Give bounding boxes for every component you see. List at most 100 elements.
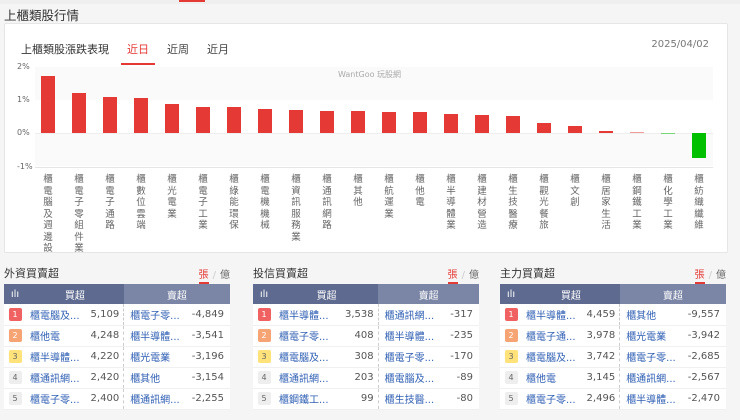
buy-sector-link[interactable]: 櫃電腦及... <box>522 346 583 368</box>
sell-value: -89 <box>444 367 479 389</box>
sector-label[interactable]: 櫃綠能環保 <box>229 174 239 231</box>
sector-bar[interactable] <box>72 92 86 133</box>
y-tick: 2% <box>17 62 30 71</box>
sector-label[interactable]: 櫃電子零組件業 <box>74 174 84 254</box>
buy-sector-link[interactable]: 櫃電子零... <box>522 388 583 410</box>
sector-bar[interactable] <box>165 103 179 133</box>
sector-bar[interactable] <box>134 97 148 133</box>
sector-label[interactable]: 櫃生技醫療 <box>508 174 518 231</box>
tab-day[interactable]: 近日 <box>121 43 155 65</box>
sell-sector-link[interactable]: 櫃光電業 <box>123 346 187 368</box>
buy-sector-link[interactable]: 櫃電腦及... <box>275 346 339 368</box>
chart-icon[interactable]: ılı <box>500 284 522 304</box>
sell-sector-link[interactable]: 櫃半導體... <box>123 325 187 347</box>
unit-lots-button[interactable]: 張 <box>447 270 458 284</box>
sector-label[interactable]: 櫃化學工業 <box>663 174 673 231</box>
sector-bar[interactable] <box>196 106 210 133</box>
sector-label[interactable]: 櫃電子通路 <box>105 174 115 231</box>
sector-bar[interactable] <box>103 96 117 133</box>
buy-sector-link[interactable]: 櫃電子零... <box>26 388 87 410</box>
sector-label[interactable]: 櫃文創 <box>570 174 580 208</box>
chart-icon[interactable]: ılı <box>4 284 26 304</box>
sector-bar[interactable] <box>661 133 675 134</box>
sector-bar[interactable] <box>413 112 427 133</box>
sector-bar[interactable] <box>692 133 706 158</box>
sector-label[interactable]: 櫃鋼鐵工業 <box>632 174 642 231</box>
chart-icon[interactable]: ılı <box>253 284 275 304</box>
sector-label[interactable]: 櫃居家生活 <box>601 174 611 231</box>
zero-line <box>35 133 713 134</box>
buy-header: 買超 <box>275 284 379 304</box>
sell-sector-link[interactable]: 櫃其他 <box>619 304 683 326</box>
table-row: 2 櫃他電 4,248 櫃半導體... -3,541 <box>4 325 230 347</box>
sector-bar[interactable] <box>506 116 520 133</box>
unit-lots-button[interactable]: 張 <box>198 270 209 284</box>
sell-value: -9,557 <box>682 304 726 326</box>
sector-label[interactable]: 櫃數位雲端 <box>136 174 146 231</box>
rank-badge: 2 <box>8 329 22 342</box>
unit-lots-button[interactable]: 張 <box>694 270 705 284</box>
sell-value: -317 <box>444 304 479 326</box>
sector-label[interactable]: 櫃其他 <box>353 174 363 208</box>
sector-label[interactable]: 櫃光電業 <box>167 174 177 220</box>
sector-bar[interactable] <box>568 126 582 133</box>
sector-label[interactable]: 櫃航運業 <box>384 174 394 220</box>
sell-value: -2,470 <box>682 388 726 410</box>
panel-title: 外資買賣超 <box>4 267 59 280</box>
sector-bar[interactable] <box>227 106 241 133</box>
sell-sector-link[interactable]: 櫃半導體... <box>377 325 445 347</box>
sector-bar[interactable] <box>475 114 489 133</box>
buy-sector-link[interactable]: 櫃電子零... <box>275 325 339 347</box>
sector-bar[interactable] <box>320 110 334 133</box>
sell-sector-link[interactable]: 櫃電腦及... <box>377 367 445 389</box>
sell-sector-link[interactable]: 櫃通訊網... <box>123 388 187 410</box>
buy-sector-link[interactable]: 櫃半導體... <box>275 304 339 326</box>
sector-bar[interactable] <box>537 122 551 133</box>
buy-sector-link[interactable]: 櫃半導體... <box>522 304 583 326</box>
sell-sector-link[interactable]: 櫃通訊網... <box>377 304 445 326</box>
table-row: 4 櫃通訊網... 2,420 櫃其他 -3,154 <box>4 367 230 389</box>
sector-bar[interactable] <box>599 131 613 133</box>
buy-sector-link[interactable]: 櫃通訊網... <box>275 367 339 389</box>
sell-sector-link[interactable]: 櫃光電業 <box>619 325 683 347</box>
sector-bar[interactable] <box>351 110 365 133</box>
buy-sector-link[interactable]: 櫃他電 <box>26 325 87 347</box>
sector-label[interactable]: 櫃電子工業 <box>198 174 208 231</box>
tab-week[interactable]: 近周 <box>167 43 189 56</box>
sector-bar[interactable] <box>289 109 303 133</box>
sector-label[interactable]: 櫃電腦及週邊設 <box>43 174 53 254</box>
sector-label[interactable]: 櫃資訊服務業 <box>291 174 301 243</box>
sector-label[interactable]: 櫃觀光餐旅 <box>539 174 549 231</box>
sell-sector-link[interactable]: 櫃其他 <box>123 367 187 389</box>
sector-label[interactable]: 櫃紡織纖維 <box>694 174 704 231</box>
buy-sector-link[interactable]: 櫃電子通... <box>522 325 583 347</box>
sector-bar[interactable] <box>41 75 55 133</box>
sell-sector-link[interactable]: 櫃電子零... <box>377 346 445 368</box>
sector-label[interactable]: 櫃建材營造 <box>477 174 487 231</box>
sell-sector-link[interactable]: 櫃電子零... <box>123 304 187 326</box>
sector-bar[interactable] <box>382 111 396 133</box>
buy-value: 4,248 <box>86 325 124 347</box>
unit-billion-button[interactable]: 億 <box>469 270 479 281</box>
buy-sector-link[interactable]: 櫃鋼鐵工... <box>275 388 339 410</box>
buy-value: 5,109 <box>86 304 124 326</box>
sector-bar[interactable] <box>444 114 458 133</box>
buy-sector-link[interactable]: 櫃他電 <box>522 367 583 389</box>
sell-sector-link[interactable]: 櫃生技醫... <box>377 388 445 410</box>
rank-badge: 3 <box>8 350 22 363</box>
buy-sector-link[interactable]: 櫃電腦及... <box>26 304 87 326</box>
sector-label[interactable]: 櫃通訊網路 <box>322 174 332 231</box>
sell-sector-link[interactable]: 櫃半導體... <box>619 388 683 410</box>
sell-sector-link[interactable]: 櫃電子零... <box>619 346 683 368</box>
sector-label[interactable]: 櫃電機機械 <box>260 174 270 231</box>
unit-billion-button[interactable]: 億 <box>220 270 230 281</box>
tab-month[interactable]: 近月 <box>207 43 229 56</box>
sector-label[interactable]: 櫃他電 <box>415 174 425 208</box>
buy-sector-link[interactable]: 櫃通訊網... <box>26 367 87 389</box>
buy-sector-link[interactable]: 櫃半導體... <box>26 346 87 368</box>
sector-label[interactable]: 櫃半導體業 <box>446 174 456 231</box>
unit-billion-button[interactable]: 億 <box>716 270 726 281</box>
sell-sector-link[interactable]: 櫃通訊網... <box>619 367 683 389</box>
sector-bar[interactable] <box>258 108 272 133</box>
sector-bar[interactable] <box>630 132 644 133</box>
